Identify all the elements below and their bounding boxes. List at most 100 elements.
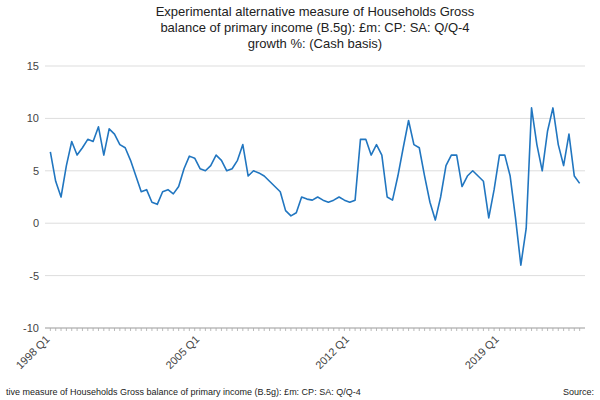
x-tick xyxy=(135,328,136,331)
x-tick xyxy=(579,328,580,331)
x-tick xyxy=(499,328,500,331)
x-tick xyxy=(258,328,259,331)
x-tick xyxy=(392,328,393,331)
x-tick xyxy=(146,328,147,331)
x-tick xyxy=(173,328,174,331)
title: Experimental alternative measure of Hous… xyxy=(156,4,475,51)
x-tick xyxy=(328,328,329,331)
x-tick xyxy=(462,328,463,331)
chart: Experimental alternative measure of Hous… xyxy=(0,0,600,400)
x-tick xyxy=(515,328,516,331)
x-tick xyxy=(435,328,436,331)
x-axis: 1998 Q12005 Q12012 Q12019 Q1 xyxy=(13,328,579,371)
x-tick xyxy=(125,328,126,331)
x-tick xyxy=(66,328,67,331)
footer-note: Source: xyxy=(563,387,594,397)
x-tick xyxy=(558,328,559,331)
x-tick xyxy=(141,328,142,331)
x-tick xyxy=(574,328,575,331)
x-tick-label: 2019 Q1 xyxy=(463,333,501,371)
x-tick xyxy=(333,328,334,331)
x-tick xyxy=(205,328,206,331)
x-tick xyxy=(55,328,56,331)
x-tick-label: 2012 Q1 xyxy=(313,333,351,371)
x-tick xyxy=(408,328,409,331)
x-tick xyxy=(194,328,195,331)
x-tick xyxy=(290,328,291,331)
x-tick xyxy=(200,328,201,331)
x-tick xyxy=(397,328,398,331)
x-tick xyxy=(317,328,318,331)
x-tick xyxy=(467,328,468,331)
x-tick xyxy=(344,328,345,331)
x-tick xyxy=(552,328,553,331)
x-tick xyxy=(547,328,548,331)
y-grid xyxy=(45,66,585,328)
x-tick xyxy=(504,328,505,331)
x-tick xyxy=(483,328,484,331)
x-tick xyxy=(568,328,569,331)
x-axis-line xyxy=(45,328,585,329)
x-tick xyxy=(71,328,72,331)
x-tick xyxy=(403,328,404,331)
y-tick-label: -10 xyxy=(23,322,39,334)
x-tick xyxy=(413,328,414,331)
x-tick xyxy=(478,328,479,331)
x-tick xyxy=(157,328,158,331)
title-line: Experimental alternative measure of Hous… xyxy=(156,4,475,19)
x-tick xyxy=(365,328,366,331)
x-tick xyxy=(494,328,495,331)
x-tick xyxy=(61,328,62,331)
x-tick xyxy=(50,328,51,331)
y-tick-label: -5 xyxy=(29,270,39,282)
x-tick xyxy=(109,328,110,331)
x-tick xyxy=(269,328,270,331)
x-tick xyxy=(189,328,190,331)
x-tick xyxy=(216,328,217,331)
x-tick xyxy=(226,328,227,331)
x-tick xyxy=(520,328,521,331)
x-tick-label: 1998 Q1 xyxy=(13,333,51,371)
y-tick-label: 15 xyxy=(27,60,39,72)
x-tick xyxy=(301,328,302,331)
footer-note: tive measure of Households Gross balance… xyxy=(6,387,361,397)
grid-line xyxy=(45,170,585,171)
x-tick xyxy=(162,328,163,331)
plot-area xyxy=(50,108,579,265)
x-tick xyxy=(387,328,388,331)
x-tick xyxy=(429,328,430,331)
x-tick xyxy=(237,328,238,331)
series-line xyxy=(50,108,579,265)
grid-line xyxy=(45,66,585,67)
x-tick xyxy=(221,328,222,331)
x-tick xyxy=(306,328,307,331)
x-tick xyxy=(151,328,152,331)
x-tick xyxy=(424,328,425,331)
x-tick xyxy=(87,328,88,331)
x-tick xyxy=(103,328,104,331)
y-tick-label: 10 xyxy=(27,112,39,124)
title-line: balance of primary income (B.5g): £m: CP… xyxy=(160,20,469,35)
x-tick xyxy=(526,328,527,331)
y-tick-label: 5 xyxy=(33,165,39,177)
x-tick xyxy=(451,328,452,331)
x-tick xyxy=(280,328,281,331)
x-tick xyxy=(563,328,564,331)
x-tick xyxy=(419,328,420,331)
x-tick xyxy=(312,328,313,331)
grid-line xyxy=(45,275,585,276)
x-tick xyxy=(488,328,489,331)
grid-line xyxy=(45,328,585,329)
x-tick xyxy=(296,328,297,331)
x-tick xyxy=(232,328,233,331)
x-tick xyxy=(82,328,83,331)
x-tick xyxy=(381,328,382,331)
grid-line xyxy=(45,223,585,224)
x-tick xyxy=(376,328,377,331)
y-tick-label: 0 xyxy=(33,217,39,229)
x-tick xyxy=(114,328,115,331)
title-line: growth %: (Cash basis) xyxy=(248,36,382,51)
x-tick xyxy=(371,328,372,331)
x-tick xyxy=(456,328,457,331)
x-tick xyxy=(355,328,356,331)
